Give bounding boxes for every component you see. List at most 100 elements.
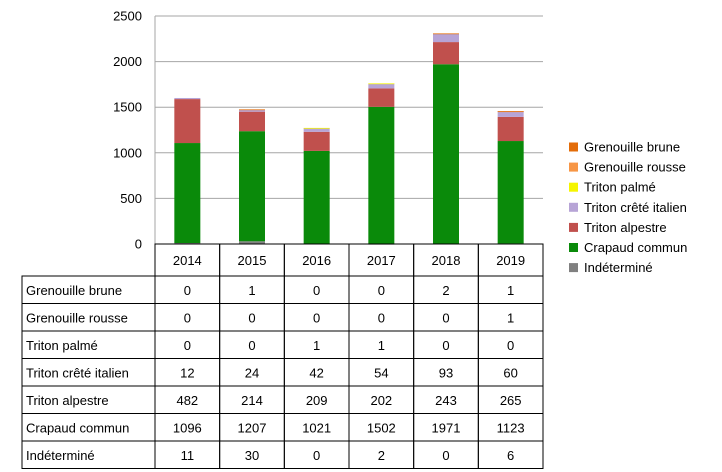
data-label: 0 <box>248 338 255 353</box>
data-label: 1 <box>378 338 385 353</box>
data-label: 12 <box>180 365 194 380</box>
x-category-label: 2014 <box>173 253 202 268</box>
bar-segment <box>239 109 265 111</box>
table-row-label: Grenouille brune <box>26 283 122 298</box>
legend-label: Triton palmé <box>584 180 656 195</box>
x-category-label: 2015 <box>238 253 267 268</box>
table-row-label: Grenouille rousse <box>26 310 128 325</box>
data-label: 93 <box>439 365 453 380</box>
data-label: 1096 <box>173 420 202 435</box>
legend-label: Triton crêté italien <box>584 200 687 215</box>
data-label: 0 <box>507 338 514 353</box>
bar-segment <box>303 127 330 132</box>
bar-segment <box>174 97 201 100</box>
bar-segment <box>174 99 201 144</box>
bar-segment <box>368 83 395 85</box>
legend: Grenouille brune Grenouille rousse Triton … <box>569 140 687 275</box>
data-label: 214 <box>241 393 263 408</box>
table-row-label: Triton palmé <box>26 338 98 353</box>
data-label: 1 <box>507 283 514 298</box>
x-category-label: 2018 <box>432 253 461 268</box>
table-row-label: Triton alpestre <box>26 393 109 408</box>
bar-segment <box>303 127 330 129</box>
legend-swatch <box>569 243 578 252</box>
bar-segment <box>497 116 524 142</box>
bars <box>174 33 524 245</box>
y-tick-label: 1000 <box>113 145 142 160</box>
data-label: 0 <box>313 310 320 325</box>
bar-segment <box>368 106 395 244</box>
data-label: 0 <box>378 283 385 298</box>
x-category-label: 2017 <box>367 253 396 268</box>
gridlines <box>154 15 543 245</box>
data-label: 265 <box>500 393 522 408</box>
legend-swatch <box>569 162 578 172</box>
data-label: 6 <box>507 448 514 463</box>
legend-swatch <box>569 263 578 273</box>
x-category-label: 2019 <box>496 253 525 268</box>
data-label: 0 <box>184 338 191 353</box>
data-label: 243 <box>435 393 457 408</box>
legend-label: Indéterminé <box>584 260 653 275</box>
bar-segment <box>497 111 524 117</box>
legend-swatch <box>569 142 578 152</box>
table-row-label: Indéterminé <box>26 448 95 463</box>
legend-label: Grenouille rousse <box>584 160 686 175</box>
x-category-label: 2016 <box>302 253 331 268</box>
data-label: 0 <box>442 338 449 353</box>
data-label: 1 <box>313 338 320 353</box>
data-label: 0 <box>184 283 191 298</box>
y-axis-ticks: 0 500 1000 1500 2000 2500 <box>113 9 142 252</box>
bar-segment <box>239 241 265 244</box>
data-label: 0 <box>313 448 320 463</box>
bar-segment <box>433 64 459 244</box>
data-label: 0 <box>184 310 191 325</box>
legend-label: Triton alpestre <box>584 220 667 235</box>
y-tick-label: 2000 <box>113 54 142 69</box>
data-label: 24 <box>245 365 259 380</box>
bar-segment <box>497 111 524 113</box>
legend-swatch <box>569 222 578 232</box>
y-tick-label: 500 <box>120 191 142 206</box>
legend-swatch <box>569 182 578 192</box>
data-label: 1 <box>248 283 255 298</box>
data-label: 1207 <box>238 420 267 435</box>
data-label: 1021 <box>302 420 331 435</box>
data-label: 11 <box>181 448 195 463</box>
data-label: 1971 <box>432 420 461 435</box>
data-label: 1502 <box>367 420 396 435</box>
data-label: 2 <box>442 283 449 298</box>
data-label: 54 <box>374 365 388 380</box>
bar-segment <box>433 42 459 65</box>
bar-segment <box>433 33 459 35</box>
table-row-label: Crapaud commun <box>26 420 129 435</box>
data-label: 0 <box>378 310 385 325</box>
bar-segment <box>433 33 459 43</box>
data-label: 30 <box>245 448 259 463</box>
data-label: 0 <box>313 283 320 298</box>
data-label: 209 <box>306 393 328 408</box>
legend-swatch <box>569 202 578 212</box>
bar-segment <box>239 109 265 112</box>
bar-segment <box>497 141 524 244</box>
data-label: 2 <box>378 448 385 463</box>
data-label: 1 <box>507 310 514 325</box>
table-row-label: Triton crêté italien <box>26 365 129 380</box>
bar-segment <box>174 242 201 244</box>
data-label: 0 <box>442 448 449 463</box>
legend-label: Grenouille brune <box>584 140 680 155</box>
bar-segment <box>303 131 330 151</box>
y-tick-label: 2500 <box>113 9 142 24</box>
bar-segment <box>174 143 201 243</box>
bar-segment <box>303 150 330 244</box>
data-label: 0 <box>248 310 255 325</box>
data-label: 0 <box>442 310 449 325</box>
bar-segment <box>368 88 395 107</box>
data-label: 1123 <box>497 420 525 435</box>
y-tick-label: 0 <box>135 237 142 252</box>
table-cell <box>477 440 544 469</box>
data-label: 60 <box>503 365 517 380</box>
bar-segment <box>239 111 265 132</box>
